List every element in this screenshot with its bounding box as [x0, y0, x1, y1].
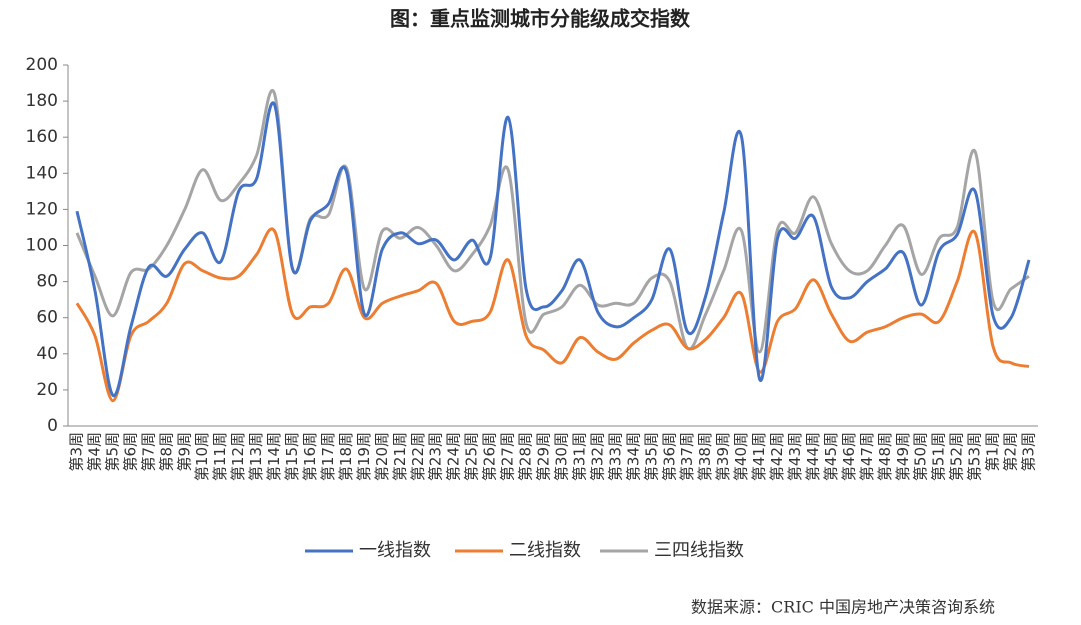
y-tick-label: 140 — [26, 163, 58, 183]
x-tick-label: 第37周 — [678, 432, 696, 481]
x-tick-label: 第7周 — [139, 432, 157, 472]
legend-label: 二线指数 — [509, 540, 581, 561]
x-tick-label: 第17周 — [319, 432, 337, 481]
x-tick-label: 第35周 — [642, 432, 660, 481]
x-tick-label: 第10周 — [193, 432, 211, 481]
x-tick-label: 第42周 — [768, 432, 786, 481]
x-tick-label: 第14周 — [265, 432, 283, 481]
x-tick-label: 第19周 — [355, 432, 373, 481]
x-tick-label: 第50周 — [912, 432, 930, 481]
y-tick-label: 40 — [36, 344, 58, 364]
x-tick-label: 第38周 — [696, 432, 714, 481]
x-tick-label: 第16周 — [301, 432, 319, 481]
x-tick-label: 第31周 — [570, 432, 588, 481]
chart-title: 图：重点监测城市分能级成交指数 — [390, 7, 691, 31]
x-tick-label: 第29周 — [535, 432, 553, 481]
y-tick-label: 20 — [36, 380, 58, 400]
x-tick-label: 第1周 — [984, 432, 1002, 472]
x-tick-label: 第23周 — [427, 432, 445, 481]
y-tick-label: 100 — [26, 236, 58, 256]
x-tick-label: 第33周 — [606, 432, 624, 481]
x-tick-label: 第30周 — [552, 432, 570, 481]
x-tick-label: 第24周 — [445, 432, 463, 481]
x-tick-label: 第11周 — [211, 432, 229, 481]
x-tick-label: 第2周 — [1002, 432, 1020, 472]
y-tick-label: 160 — [26, 127, 58, 147]
line-series — [75, 89, 1030, 354]
x-tick-label: 第41周 — [750, 432, 768, 481]
x-tick-label: 第15周 — [283, 432, 301, 481]
x-tick-label: 第8周 — [157, 432, 175, 472]
x-tick-label: 第3周 — [67, 432, 85, 472]
x-tick-label: 第28周 — [517, 432, 535, 481]
x-tick-label: 第5周 — [103, 432, 121, 472]
x-tick-label: 第45周 — [822, 432, 840, 481]
x-tick-label: 第52周 — [948, 432, 966, 481]
line-series — [75, 227, 1030, 403]
x-tick-label: 第9周 — [175, 432, 193, 472]
x-tick-label: 第46周 — [840, 432, 858, 481]
y-tick-label: 60 — [36, 308, 58, 328]
x-tick-label: 第13周 — [247, 432, 265, 481]
x-tick-label: 第51周 — [930, 432, 948, 481]
x-tick-label: 第22周 — [409, 432, 427, 481]
x-tick-label: 第20周 — [373, 432, 391, 481]
line-series — [75, 101, 1031, 397]
legend-label: 一线指数 — [359, 540, 431, 561]
x-tick-label: 第6周 — [121, 432, 139, 472]
y-tick-label: 120 — [26, 199, 58, 219]
x-tick-label: 第39周 — [714, 432, 732, 481]
x-tick-label: 第47周 — [858, 432, 876, 481]
x-tick-label: 第18周 — [337, 432, 355, 481]
x-tick-label: 第26周 — [481, 432, 499, 481]
y-tick-label: 0 — [47, 416, 58, 436]
x-tick-label: 第3周 — [1020, 432, 1038, 472]
x-tick-label: 第44周 — [804, 432, 822, 481]
y-tick-label: 180 — [26, 91, 58, 111]
y-tick-label: 80 — [36, 272, 58, 292]
x-tick-label: 第49周 — [894, 432, 912, 481]
x-tick-label: 第48周 — [876, 432, 894, 481]
x-tick-label: 第53周 — [966, 432, 984, 481]
x-tick-label: 第43周 — [786, 432, 804, 481]
legend-label: 三四线指数 — [654, 540, 744, 561]
x-tick-label: 第32周 — [588, 432, 606, 481]
source-note: 数据来源：CRIC 中国房地产决策咨询系统 — [691, 598, 995, 617]
x-tick-label: 第25周 — [463, 432, 481, 481]
y-tick-label: 200 — [26, 55, 58, 75]
x-tick-label: 第36周 — [660, 432, 678, 481]
x-tick-label: 第21周 — [391, 432, 409, 481]
x-tick-label: 第40周 — [732, 432, 750, 481]
x-tick-label: 第27周 — [499, 432, 517, 481]
x-tick-label: 第12周 — [229, 432, 247, 481]
x-tick-label: 第34周 — [624, 432, 642, 481]
x-tick-label: 第4周 — [85, 432, 103, 472]
